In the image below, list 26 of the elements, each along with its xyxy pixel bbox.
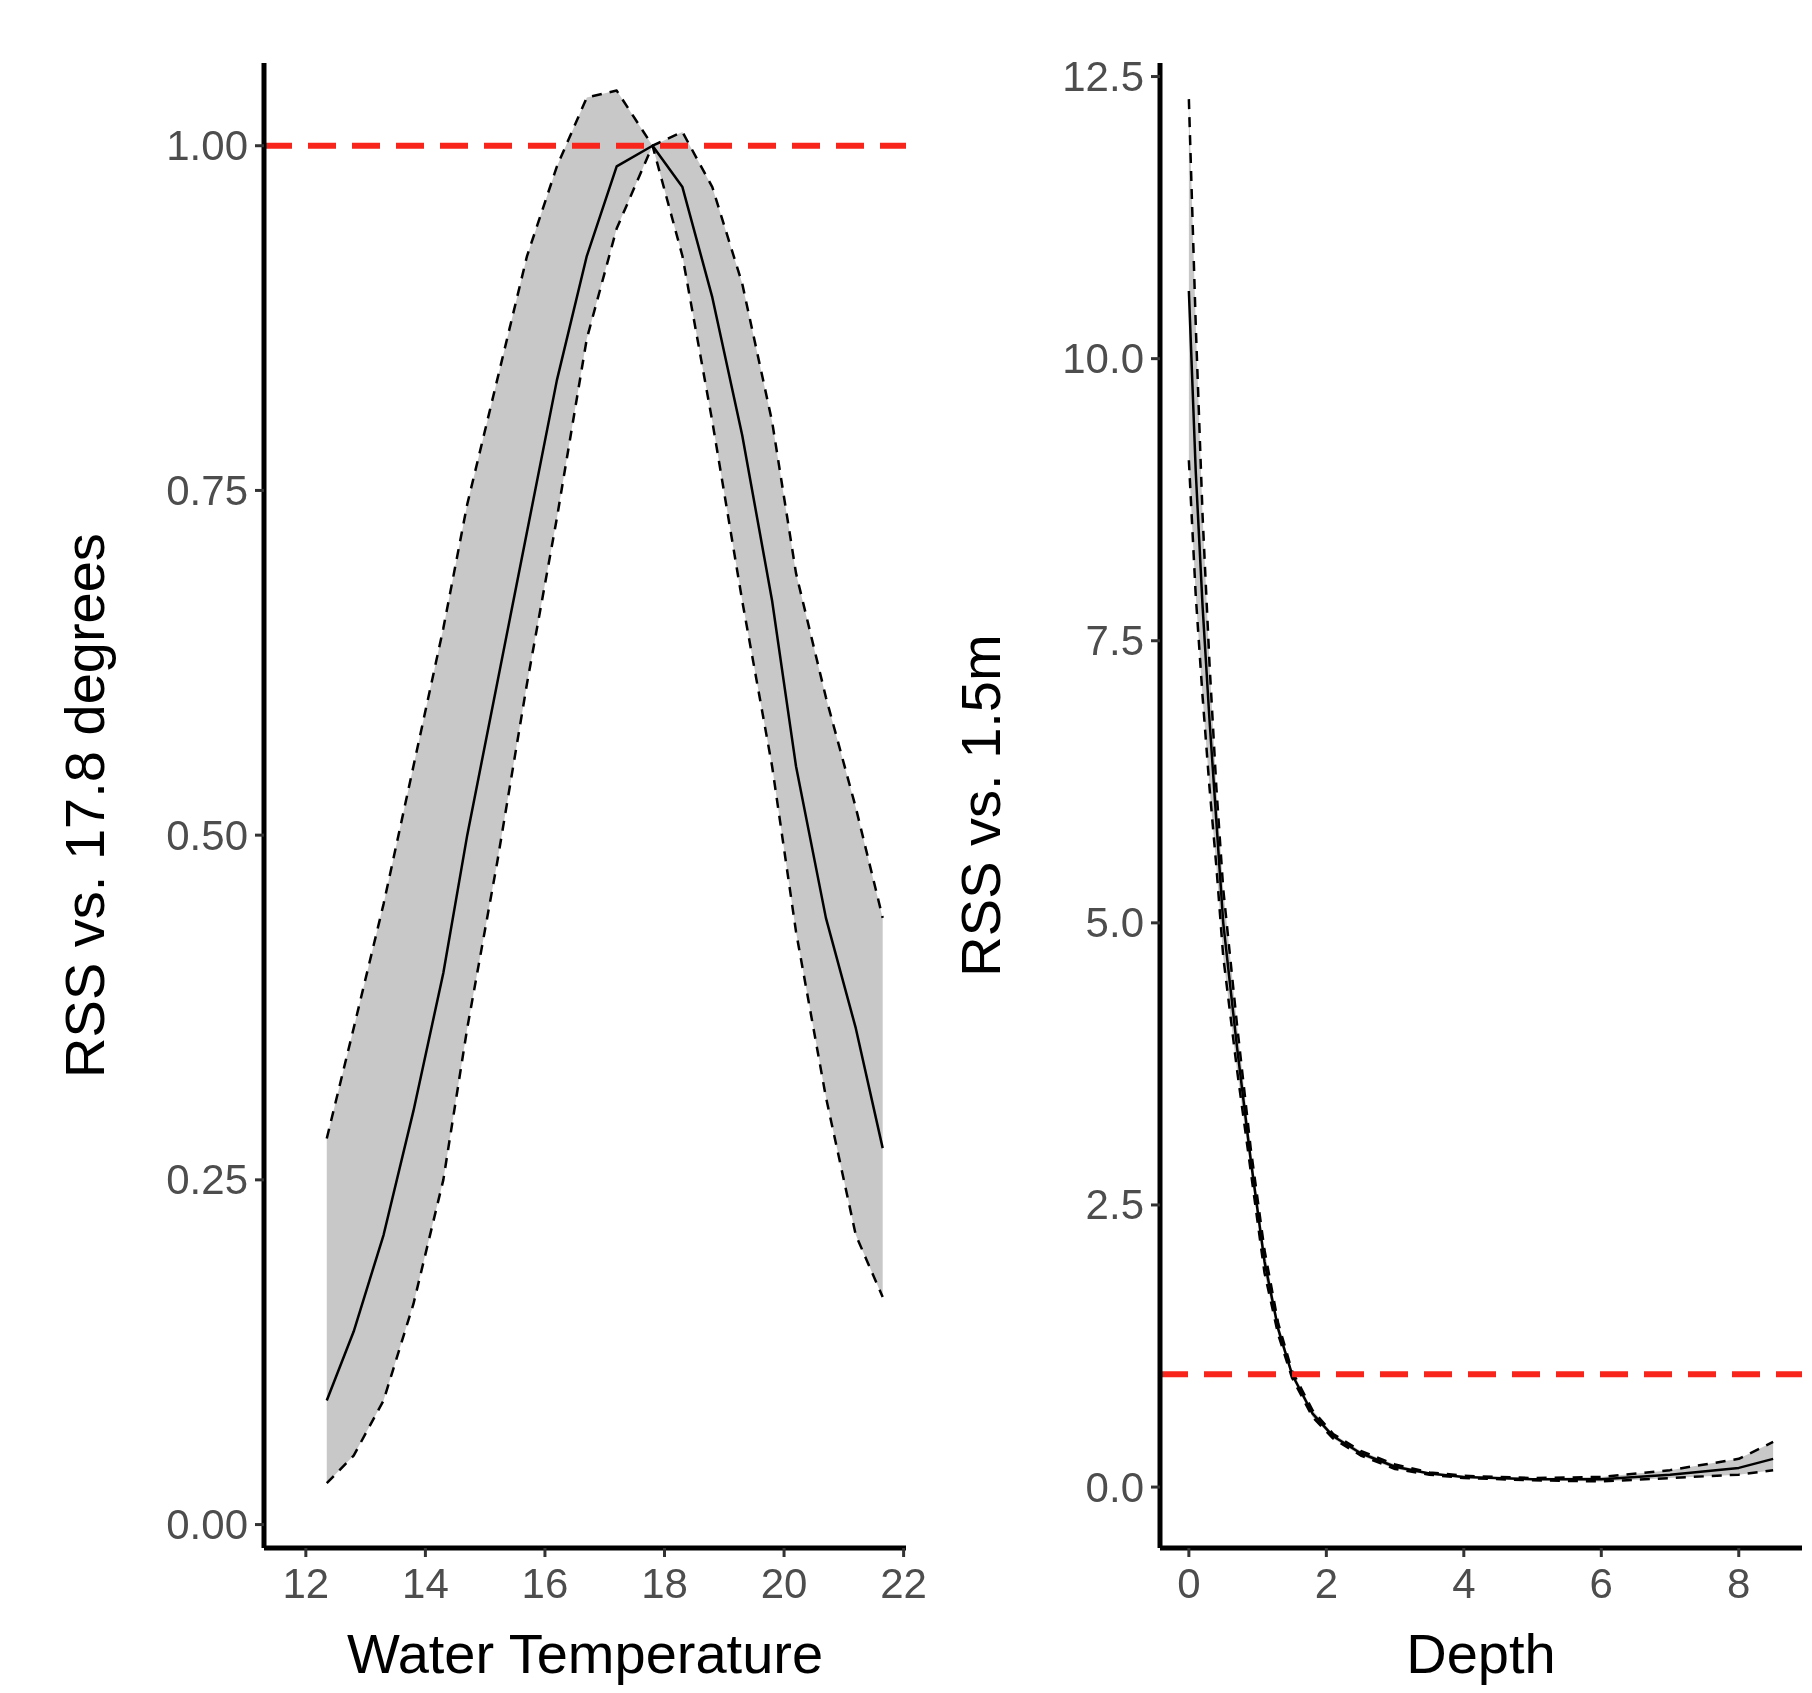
y-tick-label: 7.5	[1085, 617, 1144, 665]
x-axis-title: Depth	[1406, 1622, 1556, 1685]
x-tick-label: 12	[282, 1560, 330, 1607]
y-tick-label: 2.5	[1085, 1181, 1144, 1229]
x-tick-label: 2	[1314, 1560, 1339, 1607]
y-tick-label: 0.25	[166, 1156, 248, 1204]
y-tick-label: 0.50	[166, 811, 248, 859]
y-tick-label: 1.00	[166, 122, 248, 170]
x-tick-label: 16	[521, 1560, 569, 1607]
x-tick-label: 20	[760, 1560, 808, 1607]
y-tick-label: 0.75	[166, 466, 248, 514]
x-tick-label: 8	[1727, 1560, 1751, 1607]
x-tick-label: 6	[1589, 1560, 1613, 1607]
y-tick-label: 0.0	[1085, 1463, 1144, 1511]
y-axis-title: RSS vs. 17.8 degrees	[53, 533, 116, 1078]
y-tick-label: 0.00	[166, 1501, 248, 1549]
y-tick-label: 12.5	[1062, 53, 1144, 101]
y-axis-title: RSS vs. 1.5m	[949, 634, 1012, 977]
x-axis-title: Water Temperature	[346, 1622, 824, 1685]
x-tick-label: 14	[402, 1560, 449, 1607]
y-tick-label: 5.0	[1085, 899, 1144, 947]
x-tick-label: 18	[641, 1560, 688, 1607]
x-tick-label: 0	[1177, 1560, 1201, 1607]
x-tick-label: 4	[1452, 1560, 1476, 1607]
x-tick-label: 22	[880, 1560, 927, 1607]
y-tick-label: 10.0	[1062, 335, 1144, 383]
